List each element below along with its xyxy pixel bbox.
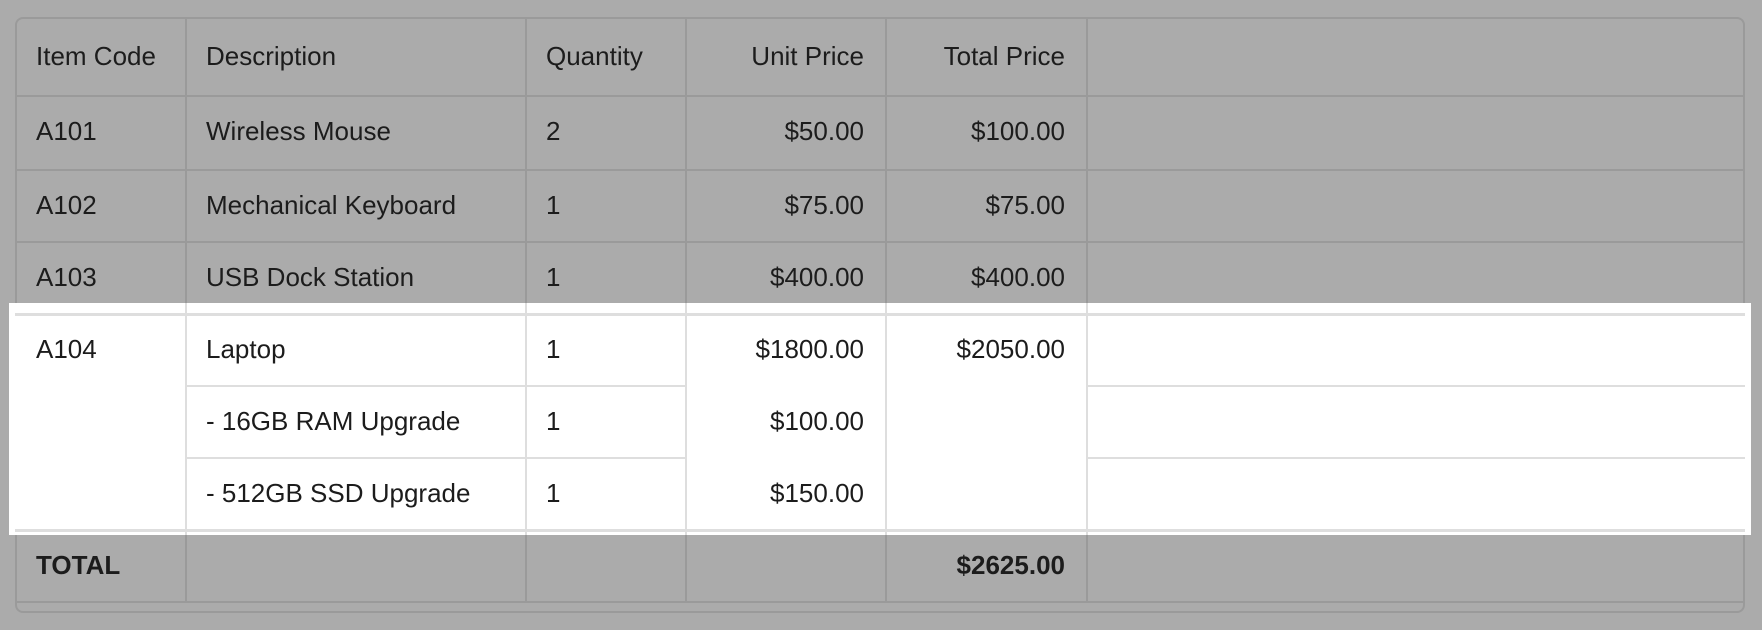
row-divider	[15, 601, 1745, 603]
table-cell-code	[15, 457, 185, 529]
table-cell-quantity: 1	[546, 406, 561, 436]
table-cell-description: Wireless Mouse	[206, 116, 391, 146]
table-cell-code: A101	[36, 116, 97, 146]
column-divider	[1086, 535, 1088, 601]
table-cell-description: USB Dock Station	[206, 262, 415, 292]
table-cell-description: Mechanical Keyboard	[206, 190, 457, 220]
row-divider	[185, 457, 685, 459]
row-divider	[1086, 457, 1745, 459]
table-cell-quantity: 1	[546, 190, 561, 220]
table-cell-description: - 512GB SSD Upgrade	[206, 478, 471, 508]
table-cell-quantity: 1	[546, 478, 561, 508]
column-header: Quantity	[546, 41, 643, 71]
column-divider	[885, 17, 887, 303]
column-divider	[185, 17, 187, 303]
column-divider	[685, 17, 687, 303]
table-cell-code: A102	[36, 190, 97, 220]
table-cell-unit-price: $75.00	[784, 190, 864, 220]
table-cell-unit-price: $50.00	[784, 116, 864, 146]
table-cell-unit-price: $100.00	[770, 406, 864, 436]
table-cell-code	[15, 385, 185, 457]
column-divider	[525, 535, 527, 601]
column-divider	[685, 535, 687, 601]
grand-total: $2625.00	[956, 550, 1065, 580]
column-divider	[885, 303, 887, 535]
column-header: Item Code	[36, 41, 156, 71]
table-cell-quantity: 1	[546, 262, 561, 292]
table-cell-quantity: 1	[546, 334, 561, 364]
row-divider	[15, 529, 1745, 532]
table-cell-unit-price: $1800.00	[755, 334, 864, 364]
column-header: Unit Price	[751, 41, 864, 71]
table-cell-total-price: $100.00	[971, 116, 1065, 146]
column-divider	[185, 535, 187, 601]
row-divider	[185, 385, 685, 387]
column-header: Total Price	[943, 41, 1065, 71]
highlighted-row-group	[9, 303, 1751, 535]
column-divider	[1086, 303, 1088, 535]
column-divider	[1086, 17, 1088, 303]
row-divider	[15, 169, 1745, 171]
row-divider	[15, 241, 1745, 243]
table-cell-description: Laptop	[206, 334, 286, 364]
column-divider	[185, 303, 187, 535]
column-divider	[885, 535, 887, 601]
table-cell-total-price: $2050.00	[956, 334, 1065, 364]
table-cell-code: A103	[36, 262, 97, 292]
table-cell-code: A104	[36, 334, 97, 364]
table-cell-total-price	[885, 457, 1086, 529]
row-divider	[15, 95, 1745, 97]
table-cell-total-price: $400.00	[971, 262, 1065, 292]
column-header: Description	[206, 41, 337, 71]
column-divider	[685, 303, 687, 535]
total-label: TOTAL	[36, 550, 121, 580]
row-divider	[15, 313, 1745, 316]
table-cell-unit-price: $150.00	[770, 478, 864, 508]
table-cell-unit-price: $400.00	[770, 262, 864, 292]
table-cell-total-price	[885, 385, 1086, 457]
table-cell-quantity: 2	[546, 116, 561, 146]
table-cell-description: - 16GB RAM Upgrade	[206, 406, 461, 436]
row-divider	[1086, 385, 1745, 387]
column-divider	[525, 17, 527, 303]
column-divider	[525, 303, 527, 535]
table-cell-total-price: $75.00	[985, 190, 1065, 220]
